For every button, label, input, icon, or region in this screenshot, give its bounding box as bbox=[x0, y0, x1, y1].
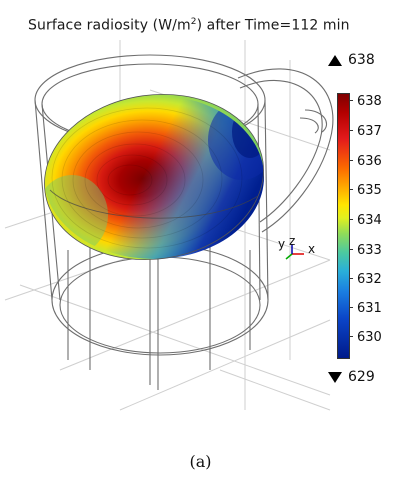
colorbar-tick bbox=[349, 189, 353, 190]
figure-caption: (a) bbox=[189, 452, 212, 471]
colorbar-tick bbox=[349, 307, 353, 308]
mug-wireframe bbox=[34, 54, 334, 390]
colorbar bbox=[337, 93, 350, 359]
colorbar-max: 638 bbox=[328, 52, 375, 68]
axis-label-x: x bbox=[308, 242, 316, 256]
colorbar-min: 629 bbox=[328, 369, 375, 385]
colorbar-tick-label: 633 bbox=[357, 243, 382, 258]
figure-title: Surface radiosity (W/m2) after Time=112 … bbox=[28, 17, 350, 34]
radiosity-surface bbox=[44, 93, 264, 261]
title-prefix: Surface radiosity (W/m bbox=[28, 17, 191, 34]
max-triangle-icon bbox=[328, 54, 342, 66]
colorbar-tick bbox=[349, 219, 353, 220]
colorbar-tick-label: 631 bbox=[357, 301, 382, 316]
min-triangle-icon bbox=[328, 371, 342, 383]
title-superscript: 2 bbox=[190, 17, 197, 27]
axis-label-y: y bbox=[278, 237, 286, 251]
colorbar-tick-label: 635 bbox=[357, 183, 382, 198]
colorbar-tick bbox=[349, 130, 353, 131]
colorbar-tick bbox=[349, 249, 353, 250]
axis-label-z: z bbox=[289, 234, 296, 248]
colorbar-tick-label: 637 bbox=[357, 124, 382, 139]
colorbar-tick bbox=[349, 160, 353, 161]
axis-triad-icon bbox=[285, 244, 304, 260]
colorbar-tick bbox=[349, 100, 353, 101]
colorbar-tick-label: 638 bbox=[357, 94, 382, 109]
colorbar-tick-label: 630 bbox=[357, 330, 382, 345]
colorbar-min-label: 629 bbox=[348, 369, 375, 385]
colorbar-tick bbox=[349, 336, 353, 337]
axis-triad: y z x bbox=[276, 234, 316, 272]
colorbar-tick-label: 634 bbox=[357, 213, 382, 228]
title-suffix: ) after Time=112 min bbox=[196, 17, 350, 34]
colorbar-tick-label: 636 bbox=[357, 154, 382, 169]
colorbar-max-label: 638 bbox=[348, 52, 375, 68]
colorbar-tick-label: 632 bbox=[357, 272, 382, 287]
colorbar-tick bbox=[349, 278, 353, 279]
